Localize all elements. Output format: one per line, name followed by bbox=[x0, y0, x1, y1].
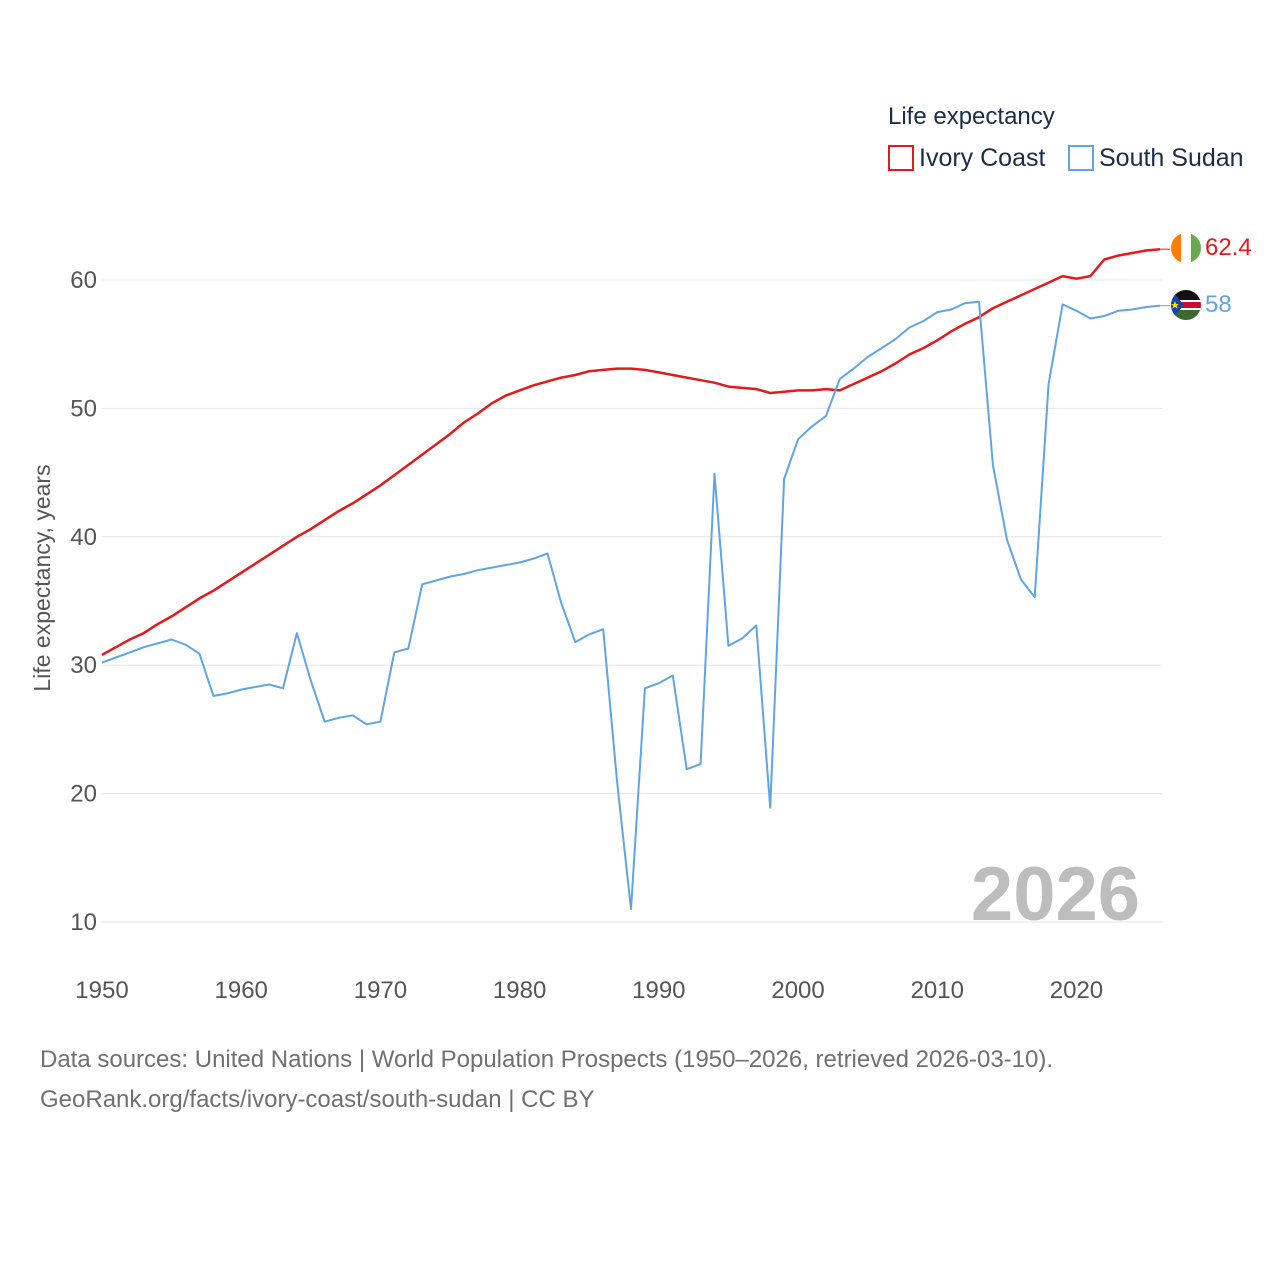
y-tick-label-30: 30 bbox=[70, 652, 97, 679]
legend-item-ivory-coast[interactable]: Ivory Coast bbox=[888, 144, 1045, 172]
y-tick-label-10: 10 bbox=[70, 909, 97, 936]
source-link-text[interactable]: GeoRank.org/facts/ivory-coast/south-suda… bbox=[40, 1086, 595, 1113]
series-line-south-sudan bbox=[101, 300, 1161, 911]
legend-title: Life expectancy bbox=[888, 103, 1055, 130]
legend-swatch-south-sudan bbox=[1068, 145, 1094, 171]
x-tick-label-2010: 2010 bbox=[911, 977, 964, 1004]
gridlines bbox=[102, 279, 1162, 923]
legend-label-ivory-coast: Ivory Coast bbox=[919, 144, 1045, 172]
series-line-ivory-coast bbox=[101, 247, 1161, 656]
x-tick-label-2020: 2020 bbox=[1050, 977, 1103, 1004]
x-axis-ticks: 1950 1960 1970 1980 1990 2000 2010 2020 bbox=[75, 977, 1103, 1004]
end-value-label-ivory-coast: 62.4 bbox=[1205, 234, 1252, 261]
series-lines bbox=[101, 247, 1170, 911]
y-tick-label-50: 50 bbox=[70, 395, 97, 422]
y-tick-label-40: 40 bbox=[70, 524, 97, 551]
ivory-coast-flag-icon bbox=[1171, 233, 1201, 263]
end-value-label-south-sudan: 58 bbox=[1205, 291, 1232, 318]
legend-item-south-sudan[interactable]: South Sudan bbox=[1068, 144, 1244, 172]
data-sources-text: Data sources: United Nations | World Pop… bbox=[40, 1046, 1054, 1073]
x-tick-label-2000: 2000 bbox=[771, 977, 824, 1004]
x-tick-label-1980: 1980 bbox=[493, 977, 546, 1004]
y-tick-label-60: 60 bbox=[70, 267, 97, 294]
y-axis-ticks: 10 20 30 40 50 60 bbox=[70, 267, 97, 936]
year-watermark: 2026 bbox=[971, 852, 1140, 937]
footer: Data sources: United Nations | World Pop… bbox=[40, 1040, 1240, 1120]
legend: Life expectancy Ivory Coast South Sudan bbox=[888, 103, 1244, 172]
y-tick-label-20: 20 bbox=[70, 781, 97, 808]
legend-swatch-ivory-coast bbox=[888, 145, 914, 171]
x-tick-label-1990: 1990 bbox=[632, 977, 685, 1004]
x-tick-label-1970: 1970 bbox=[354, 977, 407, 1004]
legend-label-south-sudan: South Sudan bbox=[1099, 144, 1244, 172]
x-tick-label-1960: 1960 bbox=[215, 977, 268, 1004]
y-axis-label: Life expectancy, years bbox=[29, 464, 55, 691]
south-sudan-flag-icon bbox=[1171, 290, 1201, 320]
x-tick-label-1950: 1950 bbox=[75, 977, 128, 1004]
